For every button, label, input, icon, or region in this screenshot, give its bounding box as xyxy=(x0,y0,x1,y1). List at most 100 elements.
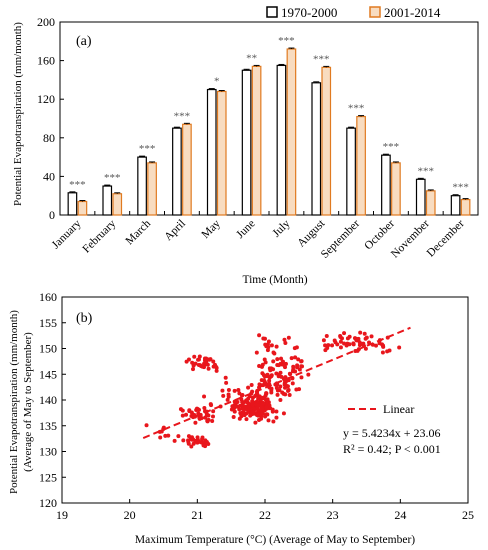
bar-1970-2000-November xyxy=(415,178,426,216)
scatter-point xyxy=(204,439,209,444)
scatter-point xyxy=(178,407,183,412)
panel-b-x-axis-label: Maximum Temperature (°C) (Average of May… xyxy=(135,534,415,546)
x-tick-label: December xyxy=(425,218,467,260)
bar-2001-2014-December xyxy=(460,198,471,216)
scatter-point xyxy=(237,391,242,396)
scatter-point xyxy=(202,405,207,410)
x-tick-label: 20 xyxy=(124,508,136,522)
scatter-point xyxy=(241,400,246,405)
x-tick-label: June xyxy=(234,218,257,241)
y-tick-label: 40 xyxy=(43,169,55,183)
bar-1970-2000-October xyxy=(381,154,391,216)
scatter-point xyxy=(205,362,210,367)
scatter-point xyxy=(259,416,264,421)
scatter-point xyxy=(202,394,207,399)
scatter-point xyxy=(264,405,269,410)
significance-marker: *** xyxy=(139,143,156,155)
scatter-point xyxy=(363,336,368,341)
scatter-point xyxy=(291,364,296,369)
scatter-point xyxy=(232,403,237,408)
scatter-point xyxy=(210,419,215,424)
scatter-point xyxy=(246,401,251,406)
significance-marker: *** xyxy=(174,110,191,122)
significance-marker: ** xyxy=(246,52,257,64)
significance-marker: *** xyxy=(418,165,435,177)
y-tick-label: 125 xyxy=(39,470,57,484)
scatter-point xyxy=(265,397,270,402)
scatter-point xyxy=(299,364,304,369)
scatter-point xyxy=(204,413,209,418)
scatter-point xyxy=(186,441,191,446)
scatter-point xyxy=(257,412,262,417)
scatter-point xyxy=(211,359,216,364)
x-tick-label: October xyxy=(362,218,397,253)
scatter-point xyxy=(261,400,266,405)
y-tick-label: 145 xyxy=(39,367,57,381)
scatter-point xyxy=(264,412,269,417)
scatter-point xyxy=(338,345,343,350)
linear-fit-line xyxy=(142,326,411,439)
scatter-point xyxy=(260,411,265,416)
bar-2001-2014-November xyxy=(425,190,436,216)
scatter-point xyxy=(250,402,255,407)
scatter-point xyxy=(269,343,274,348)
scatter-point xyxy=(263,360,268,365)
panel-a-bars: ********************************* xyxy=(67,35,471,216)
scatter-point xyxy=(270,407,275,412)
panel-b-scatter-plot: 120 125 130 135 140 145 150 155 160 19 20 21 22 23 24 2… xyxy=(8,290,474,546)
x-tick-label: 22 xyxy=(259,508,271,522)
bar-2001-2014-June xyxy=(251,65,262,216)
scatter-point xyxy=(297,387,302,392)
scatter-point xyxy=(195,435,200,440)
scatter-point xyxy=(180,413,185,418)
scatter-point xyxy=(205,357,210,362)
scatter-point xyxy=(266,418,271,423)
scatter-point xyxy=(289,356,294,361)
bar-2001-2014-October xyxy=(391,162,401,216)
scatter-point xyxy=(262,336,267,341)
scatter-point xyxy=(206,366,211,371)
scatter-point xyxy=(271,350,276,355)
scatter-point xyxy=(342,331,347,336)
scatter-point xyxy=(267,403,272,408)
scatter-point xyxy=(241,406,246,411)
scatter-point xyxy=(253,394,258,399)
scatter-point xyxy=(293,355,298,360)
significance-marker: *** xyxy=(348,103,365,115)
scatter-point xyxy=(260,395,265,400)
scatter-point xyxy=(248,413,253,418)
scatter-point xyxy=(237,407,242,412)
bar-2001-2014-May xyxy=(216,90,227,216)
scatter-point xyxy=(287,392,292,397)
bar-1970-2000-June xyxy=(241,69,252,216)
scatter-point xyxy=(257,364,262,369)
scatter-point xyxy=(184,412,189,417)
x-tick-label: April xyxy=(162,218,188,244)
legend-label-2001-2014: 2001-2014 xyxy=(384,5,441,20)
scatter-point xyxy=(220,388,225,393)
scatter-point xyxy=(250,409,255,414)
x-tick-label: September xyxy=(319,218,362,261)
y-tick-label: 80 xyxy=(43,131,55,145)
scatter-point xyxy=(381,344,386,349)
significance-marker: *** xyxy=(104,172,121,184)
scatter-point xyxy=(292,346,297,351)
scatter-point xyxy=(259,404,264,409)
scatter-point xyxy=(253,420,258,425)
scatter-point xyxy=(344,343,349,348)
scatter-point xyxy=(351,341,356,346)
scatter-point xyxy=(283,341,288,346)
scatter-point xyxy=(264,391,269,396)
panel-b-label: (b) xyxy=(76,311,93,326)
scatter-point xyxy=(330,343,335,348)
regression-stats: R² = 0.42; P < 0.001 xyxy=(343,442,441,456)
panel-a-bar-chart: ********************************* 040801… xyxy=(12,5,479,286)
y-tick-label: 120 xyxy=(37,92,55,106)
x-tick-label: November xyxy=(389,218,432,261)
scatter-point xyxy=(299,359,304,364)
scatter-point xyxy=(176,434,181,439)
scatter-point xyxy=(380,350,385,355)
scatter-point xyxy=(286,335,291,340)
scatter-point xyxy=(192,354,197,359)
scatter-point xyxy=(290,381,295,386)
